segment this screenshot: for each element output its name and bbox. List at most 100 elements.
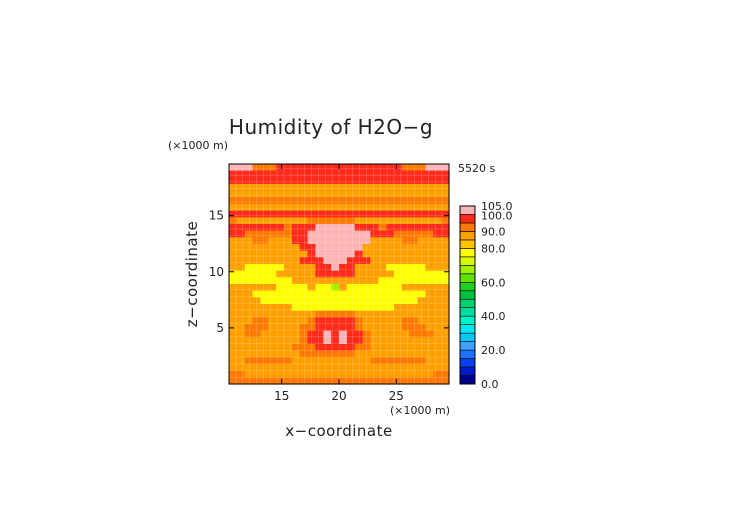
heatmap-cell: [284, 244, 293, 252]
heatmap-cell: [331, 217, 340, 225]
heatmap-cell: [299, 377, 309, 385]
heatmap-cell: [252, 364, 262, 372]
heatmap-cell: [236, 337, 246, 345]
heatmap-cell: [401, 244, 411, 252]
heatmap-cell: [244, 284, 254, 292]
colorbar-level: [459, 332, 476, 342]
plot-area: [229, 164, 450, 385]
heatmap-cell: [394, 317, 403, 325]
heatmap-cell: [260, 330, 269, 338]
heatmap-cell: [323, 204, 332, 212]
heatmap-cell: [339, 317, 348, 325]
heatmap-cell: [276, 210, 285, 218]
heatmap-cell: [276, 330, 285, 338]
heatmap-cell: [378, 177, 387, 185]
heatmap-cell: [339, 284, 348, 292]
heatmap-cell: [417, 250, 427, 258]
heatmap-cell: [244, 230, 254, 238]
heatmap-cell: [354, 310, 364, 318]
heatmap-cell: [315, 377, 324, 385]
heatmap-cell: [331, 257, 340, 265]
heatmap-cell: [386, 277, 395, 285]
heatmap-cell: [339, 224, 348, 232]
heatmap-cell: [354, 330, 364, 338]
heatmap-cell: [362, 237, 372, 245]
heatmap-cell: [362, 350, 372, 358]
heatmap-cell: [291, 244, 301, 252]
heatmap-cell: [370, 370, 379, 378]
colorbar-level: [459, 349, 476, 359]
heatmap-cell: [433, 250, 442, 258]
heatmap-cell: [354, 270, 364, 278]
heatmap-cell: [229, 317, 238, 325]
heatmap-cell: [307, 344, 317, 352]
heatmap-cell: [291, 364, 301, 372]
heatmap-cell: [362, 297, 372, 305]
heatmap-cell: [386, 230, 395, 238]
heatmap-cell: [417, 230, 427, 238]
heatmap-cell: [346, 304, 356, 312]
heatmap-cell: [260, 190, 269, 198]
heatmap-cell: [378, 337, 387, 345]
heatmap-cell: [417, 310, 427, 318]
heatmap-cell: [441, 244, 450, 252]
colorbar-level: [459, 358, 476, 368]
heatmap-cell: [315, 164, 324, 172]
heatmap-cell: [339, 237, 348, 245]
heatmap-cell: [268, 304, 277, 312]
heatmap-cell: [276, 350, 285, 358]
heatmap-cell: [386, 377, 395, 385]
heatmap-cell: [236, 364, 246, 372]
heatmap-cell: [441, 277, 450, 285]
heatmap-cell: [315, 317, 324, 325]
heatmap-cell: [401, 317, 411, 325]
heatmap-cell: [346, 237, 356, 245]
heatmap-cell: [276, 324, 285, 332]
heatmap-cell: [236, 297, 246, 305]
heatmap-cell: [315, 204, 324, 212]
heatmap-cell: [315, 297, 324, 305]
heatmap-cell: [401, 257, 411, 265]
heatmap-cell: [386, 357, 395, 365]
heatmap-cell: [425, 304, 434, 312]
heatmap-cell: [229, 224, 238, 232]
heatmap-cell: [260, 184, 269, 192]
heatmap-cell: [378, 270, 387, 278]
heatmap-cell: [346, 210, 356, 218]
heatmap-cell: [346, 337, 356, 345]
axis-ticks: 15 20 25 5 10 15: [209, 164, 449, 403]
heatmap-cell: [268, 290, 277, 298]
heatmap-cell: [331, 204, 340, 212]
heatmap-cell: [252, 324, 262, 332]
heatmap-cell: [441, 164, 450, 172]
heatmap-cell: [244, 304, 254, 312]
heatmap-cell: [260, 377, 269, 385]
heatmap-cell: [299, 324, 309, 332]
heatmap-cell: [252, 277, 262, 285]
heatmap-cell: [425, 370, 434, 378]
y-unit-label: (×1000 m): [168, 139, 228, 152]
heatmap-cell: [307, 357, 317, 365]
heatmap-cell: [299, 264, 309, 272]
heatmap-cell: [299, 217, 309, 225]
heatmap-cell: [386, 250, 395, 258]
heatmap-cell: [417, 330, 427, 338]
heatmap-cell: [409, 197, 419, 205]
heatmap-cell: [425, 284, 434, 292]
heatmap-cell: [441, 330, 450, 338]
heatmap-cell: [284, 337, 293, 345]
heatmap-cell: [291, 377, 301, 385]
heatmap-cell: [307, 210, 317, 218]
heatmap-cell: [339, 257, 348, 265]
heatmap-cell: [409, 257, 419, 265]
heatmap-cell: [299, 284, 309, 292]
heatmap-cell: [409, 177, 419, 185]
heatmap-cell: [394, 337, 403, 345]
heatmap-cell: [331, 237, 340, 245]
heatmap-cell: [339, 204, 348, 212]
heatmap-cell: [331, 270, 340, 278]
heatmap-cell: [284, 304, 293, 312]
heatmap-cell: [339, 210, 348, 218]
heatmap-cell: [291, 177, 301, 185]
heatmap-cell: [260, 310, 269, 318]
